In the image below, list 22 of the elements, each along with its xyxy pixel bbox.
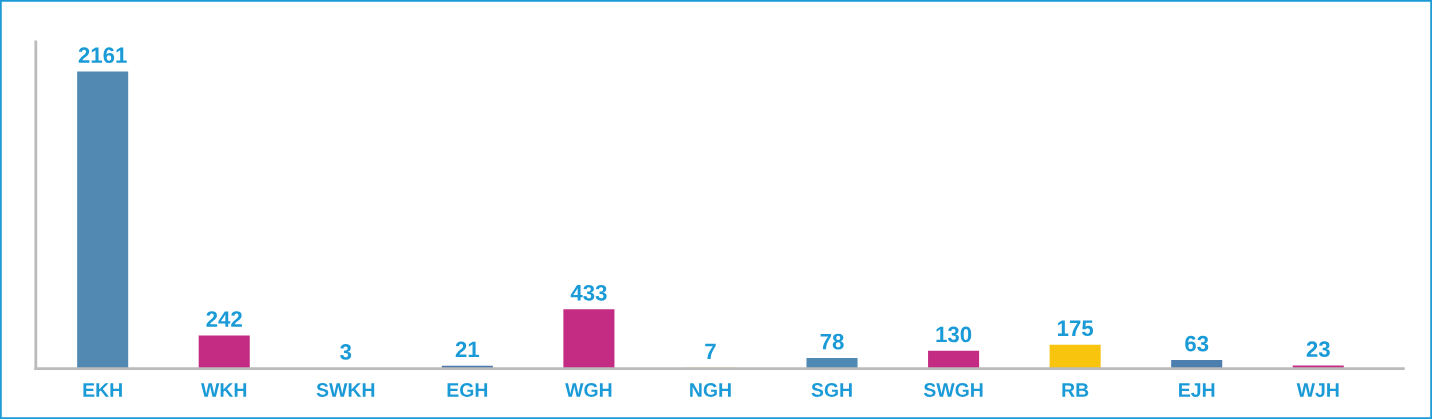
x-tick-label: SWGH <box>923 383 983 397</box>
data-label: 23 <box>1306 341 1330 358</box>
data-label: 2161 <box>78 47 127 64</box>
data-label: 63 <box>1185 335 1209 352</box>
data-label: 433 <box>570 284 607 301</box>
data-label: 7 <box>705 343 716 359</box>
x-tick-label: SGH <box>811 383 852 397</box>
x-tick-label: RB <box>1062 383 1089 397</box>
x-tick-label: EGH <box>447 383 488 397</box>
x-tick-label: WKH <box>201 383 247 397</box>
data-label: 3 <box>340 344 352 360</box>
data-label: 175 <box>1058 320 1094 337</box>
x-tick-label: EKH <box>83 383 122 397</box>
x-tick-label: WJH <box>1296 383 1339 397</box>
data-label: 78 <box>820 333 844 350</box>
x-tick-label: NGH <box>690 383 731 397</box>
x-tick-label: EJH <box>1179 383 1215 397</box>
data-label: 130 <box>936 326 972 343</box>
data-label: 21 <box>455 341 480 358</box>
x-tick-label: SWKH <box>316 383 375 397</box>
x-tick-label: WGH <box>565 383 612 397</box>
data-label: 242 <box>206 311 242 327</box>
